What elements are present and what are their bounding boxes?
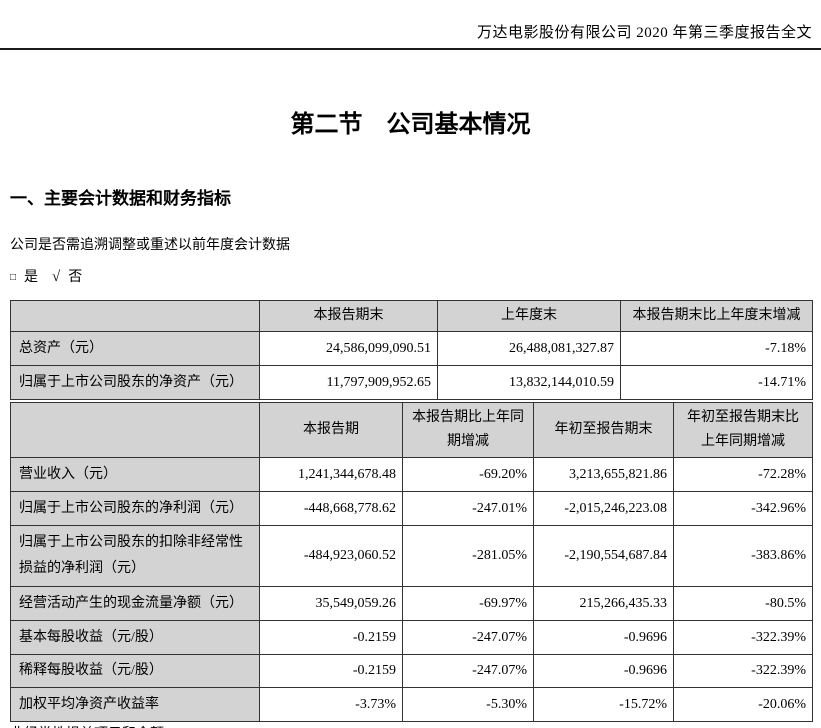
cell-value: -80.5% bbox=[673, 586, 813, 621]
cell-value: 24,586,099,090.51 bbox=[259, 331, 438, 366]
cell-value: -2,015,246,223.08 bbox=[533, 491, 674, 526]
row-label: 归属于上市公司股东的净利润（元） bbox=[10, 491, 260, 526]
checkmark-icon: √ bbox=[52, 269, 61, 285]
table-header-cell: 上年度末 bbox=[437, 300, 621, 332]
cell-value: 13,832,144,010.59 bbox=[437, 365, 621, 400]
table-header-row: 本报告期 本报告期比上年同期增减 年初至报告期末 年初至报告期末比上年同期增减 bbox=[10, 402, 813, 458]
table-row: 归属于上市公司股东的扣除非经常性损益的净利润（元） -484,923,060.5… bbox=[10, 525, 813, 587]
table-header-row: 本报告期末 上年度末 本报告期末比上年度末增减 bbox=[10, 300, 813, 332]
cell-value: -15.72% bbox=[533, 687, 674, 722]
cell-value: 3,213,655,821.86 bbox=[533, 457, 674, 492]
cell-value: -5.30% bbox=[402, 687, 534, 722]
key-financial-tables: 本报告期末 上年度末 本报告期末比上年度末增减 总资产（元） 24,586,09… bbox=[10, 300, 813, 722]
period-end-table: 本报告期末 上年度末 本报告期末比上年度末增减 总资产（元） 24,586,09… bbox=[10, 300, 813, 400]
corner-cell bbox=[10, 300, 260, 332]
row-label: 基本每股收益（元/股） bbox=[10, 620, 260, 655]
table-row: 经营活动产生的现金流量净额（元） 35,549,059.26 -69.97% 2… bbox=[10, 586, 813, 621]
cell-value: -322.39% bbox=[673, 654, 813, 688]
table-header-cell: 本报告期比上年同期增减 bbox=[402, 402, 534, 458]
cell-value: -0.9696 bbox=[533, 654, 674, 688]
cell-value: -14.71% bbox=[620, 365, 813, 400]
page-header-text: 万达电影股份有限公司 2020 年第三季度报告全文 bbox=[476, 25, 812, 41]
option-yes-label: 是 bbox=[24, 270, 39, 285]
table-row: 稀释每股收益（元/股） -0.2159 -247.07% -0.9696 -32… bbox=[10, 654, 813, 688]
cell-value: -484,923,060.52 bbox=[259, 525, 403, 587]
table-row: 归属于上市公司股东的净利润（元） -448,668,778.62 -247.01… bbox=[10, 491, 813, 526]
table-row: 基本每股收益（元/股） -0.2159 -247.07% -0.9696 -32… bbox=[10, 620, 813, 655]
period-table: 本报告期 本报告期比上年同期增减 年初至报告期末 年初至报告期末比上年同期增减 … bbox=[10, 402, 813, 722]
cell-value: -72.28% bbox=[673, 457, 813, 492]
corner-cell bbox=[10, 402, 260, 458]
row-label: 营业收入（元） bbox=[10, 457, 260, 492]
row-label: 归属于上市公司股东的净资产（元） bbox=[10, 365, 260, 400]
cell-value: -2,190,554,687.84 bbox=[533, 525, 674, 587]
cell-value: -247.01% bbox=[402, 491, 534, 526]
restatement-question: 公司是否需追溯调整或重述以前年度会计数据 bbox=[10, 238, 290, 253]
cell-value: -7.18% bbox=[620, 331, 813, 366]
cell-value: -247.07% bbox=[402, 620, 534, 655]
row-label: 加权平均净资产收益率 bbox=[10, 687, 260, 722]
table-row: 归属于上市公司股东的净资产（元） 11,797,909,952.65 13,83… bbox=[10, 365, 813, 400]
table-header-cell: 本报告期 bbox=[259, 402, 403, 458]
restatement-options: □ 是 √ 否 bbox=[10, 267, 821, 288]
cell-value: -69.20% bbox=[402, 457, 534, 492]
heading-main-financial-indicators: 一、主要会计数据和财务指标 bbox=[10, 189, 231, 208]
cell-value: -281.05% bbox=[402, 525, 534, 587]
cell-value: 26,488,081,327.87 bbox=[437, 331, 621, 366]
row-label: 总资产（元） bbox=[10, 331, 260, 366]
cell-value: -20.06% bbox=[673, 687, 813, 722]
page-header: 万达电影股份有限公司 2020 年第三季度报告全文 bbox=[0, 0, 821, 50]
row-label: 经营活动产生的现金流量净额（元） bbox=[10, 586, 260, 621]
cell-value: -69.97% bbox=[402, 586, 534, 621]
cell-value: -383.86% bbox=[673, 525, 813, 587]
cell-value: -0.2159 bbox=[259, 654, 403, 688]
row-label: 归属于上市公司股东的扣除非经常性损益的净利润（元） bbox=[10, 525, 260, 587]
cell-value: -247.07% bbox=[402, 654, 534, 688]
cell-value: 215,266,435.33 bbox=[533, 586, 674, 621]
table-header-cell: 本报告期末比上年度末增减 bbox=[620, 300, 813, 332]
table-row: 总资产（元） 24,586,099,090.51 26,488,081,327.… bbox=[10, 331, 813, 366]
cell-value: -322.39% bbox=[673, 620, 813, 655]
table-row: 营业收入（元） 1,241,344,678.48 -69.20% 3,213,6… bbox=[10, 457, 813, 492]
table-header-cell: 年初至报告期末比上年同期增减 bbox=[673, 402, 813, 458]
cell-value: -342.96% bbox=[673, 491, 813, 526]
cell-value: -448,668,778.62 bbox=[259, 491, 403, 526]
option-no-label: 否 bbox=[68, 270, 83, 285]
cell-value: -0.2159 bbox=[259, 620, 403, 655]
section-title: 第二节 公司基本情况 bbox=[290, 112, 531, 138]
table-row: 加权平均净资产收益率 -3.73% -5.30% -15.72% -20.06% bbox=[10, 687, 813, 722]
table-header-cell: 年初至报告期末 bbox=[533, 402, 674, 458]
table-header-cell: 本报告期末 bbox=[259, 300, 438, 332]
checkbox-unchecked-icon: □ bbox=[10, 272, 17, 283]
cell-value: 11,797,909,952.65 bbox=[259, 365, 438, 400]
cell-value: 35,549,059.26 bbox=[259, 586, 403, 621]
cell-value: 1,241,344,678.48 bbox=[259, 457, 403, 492]
row-label: 稀释每股收益（元/股） bbox=[10, 654, 260, 688]
cell-value: -3.73% bbox=[259, 687, 403, 722]
cell-value: -0.9696 bbox=[533, 620, 674, 655]
